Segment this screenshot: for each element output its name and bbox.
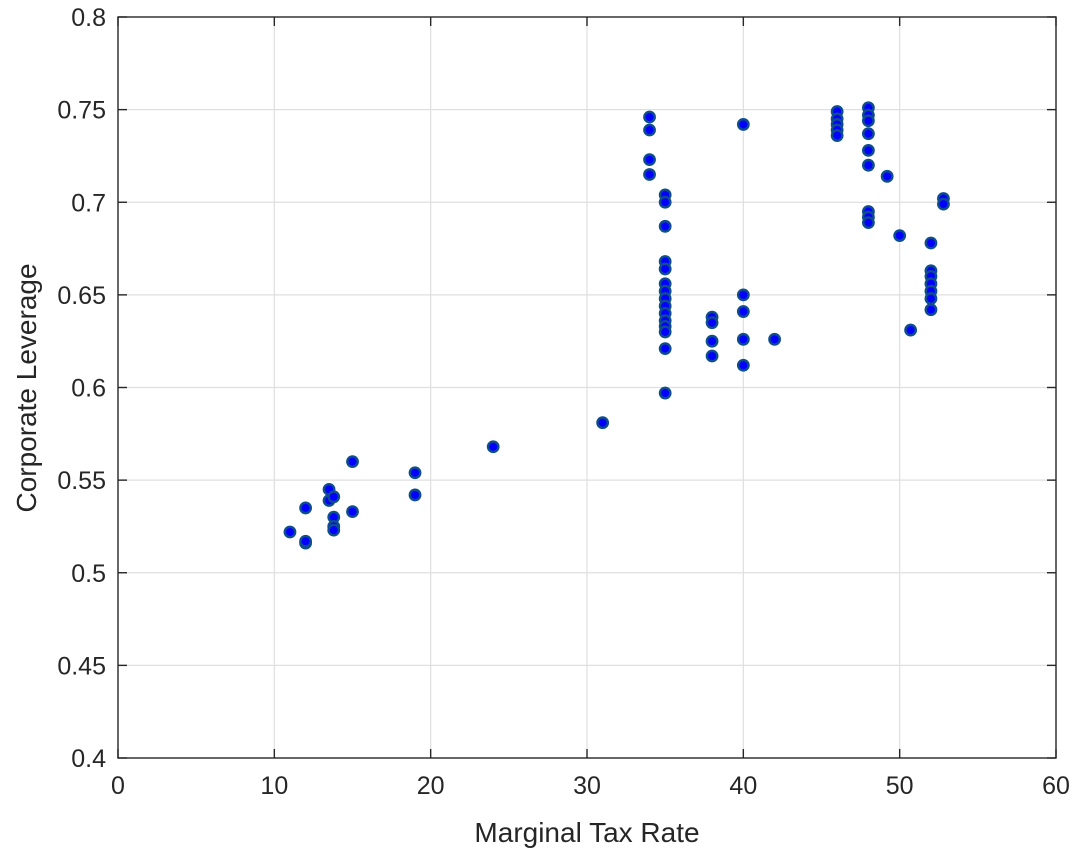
data-point bbox=[658, 386, 672, 400]
x-tick-label: 10 bbox=[260, 772, 288, 800]
x-tick-label: 20 bbox=[417, 772, 445, 800]
data-point bbox=[346, 505, 359, 519]
y-axis-tick-labels: 0.4 0.45 0.5 0.55 0.6 0.65 0.7 0.75 0.8 bbox=[57, 4, 106, 773]
data-point bbox=[705, 334, 719, 348]
data-point bbox=[862, 127, 875, 141]
data-point bbox=[736, 332, 750, 346]
y-axis-label: Corporate Leverage bbox=[11, 263, 42, 512]
data-point bbox=[408, 466, 422, 480]
data-point bbox=[862, 114, 875, 128]
data-point bbox=[736, 358, 750, 372]
data-point bbox=[862, 216, 875, 230]
data-point bbox=[705, 349, 719, 363]
data-point bbox=[705, 316, 719, 330]
x-tick-label: 60 bbox=[1042, 772, 1070, 800]
data-point bbox=[346, 455, 359, 468]
data-point bbox=[830, 129, 844, 142]
data-point bbox=[768, 332, 781, 346]
data-point bbox=[643, 168, 656, 181]
data-point bbox=[893, 229, 907, 242]
data-point bbox=[924, 236, 938, 250]
data-point bbox=[862, 143, 875, 157]
data-point bbox=[486, 440, 500, 454]
data-point bbox=[658, 325, 672, 339]
x-tick-label: 50 bbox=[886, 772, 914, 800]
y-tick-label: 0.45 bbox=[57, 652, 106, 680]
data-point bbox=[327, 523, 341, 537]
data-point bbox=[596, 416, 610, 430]
x-tick-label: 0 bbox=[111, 772, 125, 800]
data-point bbox=[924, 303, 938, 317]
data-point bbox=[736, 305, 750, 318]
data-point bbox=[643, 110, 656, 124]
data-point bbox=[658, 342, 672, 355]
data-points bbox=[283, 101, 950, 550]
data-point bbox=[283, 525, 297, 539]
data-point bbox=[299, 501, 312, 515]
data-point bbox=[736, 118, 750, 131]
x-axis-tick-labels: 0 10 20 30 40 50 60 bbox=[111, 772, 1070, 800]
x-axis-label: Marginal Tax Rate bbox=[474, 817, 699, 848]
x-tick-label: 30 bbox=[573, 772, 601, 800]
data-point bbox=[904, 323, 918, 337]
x-tick-label: 40 bbox=[729, 772, 757, 800]
tick-marks bbox=[117, 16, 1057, 759]
data-point bbox=[643, 153, 656, 167]
data-point bbox=[736, 288, 750, 302]
data-point bbox=[643, 123, 656, 137]
data-point bbox=[658, 195, 672, 209]
data-point bbox=[408, 488, 422, 502]
y-tick-label: 0.6 bbox=[71, 375, 106, 403]
y-tick-label: 0.55 bbox=[57, 467, 106, 495]
data-point bbox=[924, 292, 938, 305]
y-tick-label: 0.5 bbox=[71, 560, 106, 588]
y-tick-label: 0.75 bbox=[57, 97, 106, 125]
data-point bbox=[862, 158, 875, 172]
y-tick-label: 0.7 bbox=[71, 189, 106, 217]
data-point bbox=[327, 490, 341, 504]
data-point bbox=[937, 197, 950, 211]
y-tick-label: 0.65 bbox=[57, 282, 106, 310]
data-point bbox=[880, 169, 894, 183]
data-point bbox=[658, 262, 672, 276]
data-point bbox=[299, 534, 312, 548]
y-tick-label: 0.8 bbox=[71, 4, 106, 32]
grid-lines bbox=[118, 17, 1056, 758]
data-point bbox=[658, 219, 672, 233]
y-tick-label: 0.4 bbox=[71, 745, 106, 773]
